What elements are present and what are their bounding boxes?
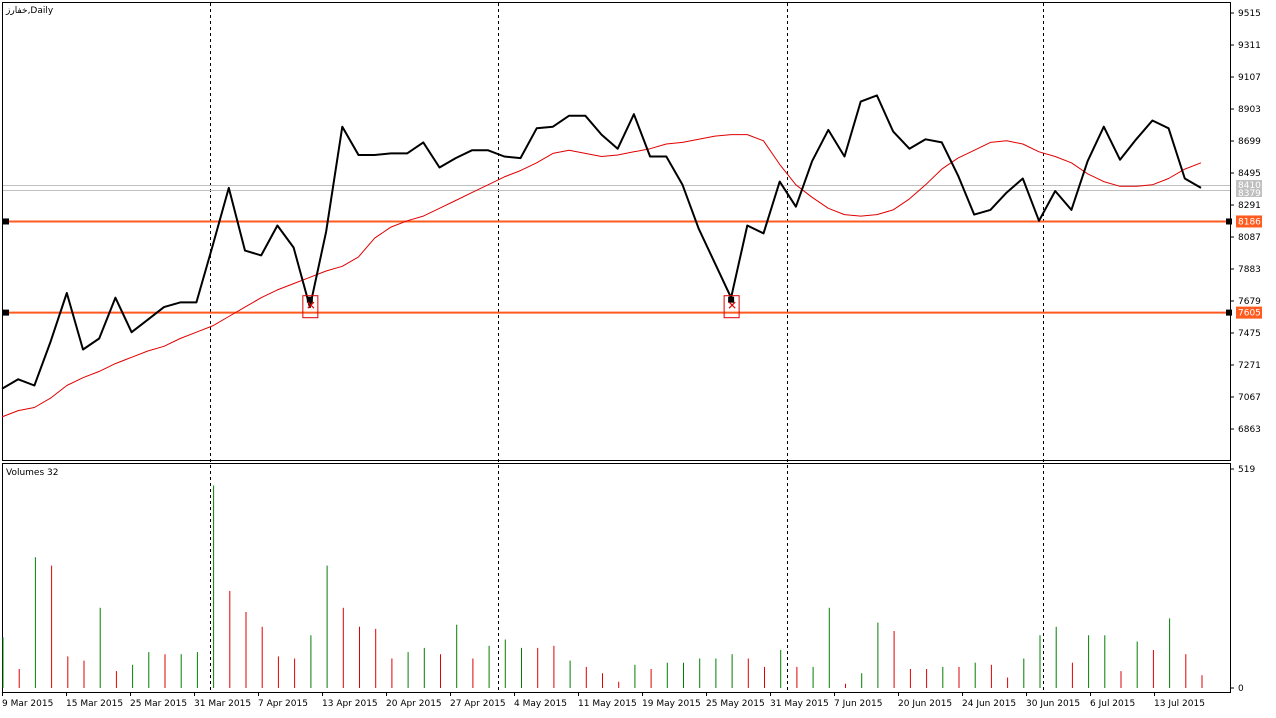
date-tick-label: 6 Jul 2015: [1090, 699, 1135, 709]
price-tick-label: 9515: [1238, 9, 1261, 19]
volumes-label: Volumes 32: [6, 468, 58, 478]
level-handle-left[interactable]: [3, 218, 9, 225]
trade-markers[interactable]: ✕ ✕: [302, 295, 740, 319]
level-price-label: 7605: [1238, 309, 1261, 319]
price-tick-label: 8699: [1238, 137, 1261, 147]
marker-box-1[interactable]: [723, 295, 740, 319]
price-tick-label: 7067: [1238, 393, 1261, 403]
date-tick-label: 19 May 2015: [642, 699, 701, 709]
date-tick-label: 15 Mar 2015: [66, 699, 123, 709]
price-line: [1, 94, 1202, 390]
volume-panel-frame: [2, 463, 1231, 693]
level-price-label: 8186: [1238, 217, 1261, 227]
price-tick-label: 8087: [1238, 233, 1261, 243]
cross-icon-0: ✕: [306, 299, 316, 313]
price-axis: 9515 9311 9107 8903 8699 8495 8291 8087 7883 7679…: [1230, 9, 1261, 435]
date-tick-label: 4 May 2015: [514, 699, 567, 709]
level-price-tag: [1236, 215, 1262, 228]
date-tick-label: 20 Apr 2015: [386, 699, 442, 709]
volume-tick-label: 519: [1238, 465, 1255, 475]
price-tick-label: 8903: [1238, 105, 1261, 115]
current-price-label-2: 8379: [1238, 189, 1261, 199]
marker-handle-1[interactable]: [728, 296, 735, 303]
date-tick-label: 20 Jun 2015: [898, 699, 952, 709]
date-tick-label: 31 Mar 2015: [194, 699, 251, 709]
price-tick-label: 9107: [1238, 73, 1261, 83]
volume-axis: 519 0: [1230, 465, 1255, 694]
level-price-tag: [1236, 306, 1262, 319]
date-tick-label: 27 Apr 2015: [450, 699, 506, 709]
cross-icon-1: ✕: [727, 299, 737, 313]
price-tick-label: 8291: [1238, 201, 1261, 211]
date-tick-label: 24 Jun 2015: [962, 699, 1016, 709]
current-price-tag: [1236, 180, 1262, 197]
date-tick-label: 13 Apr 2015: [322, 699, 378, 709]
date-tick-label: 31 May 2015: [770, 699, 829, 709]
moving-average-line: [1, 134, 1202, 418]
price-tick-label: 7883: [1238, 265, 1261, 275]
volume-bars: [2, 485, 1203, 688]
price-tick-label: 9311: [1238, 41, 1261, 51]
date-tick-label: 11 May 2015: [578, 699, 637, 709]
price-tick-label: 7475: [1238, 329, 1261, 339]
date-tick-label: 13 Jul 2015: [1154, 699, 1205, 709]
date-tick-label: 7 Jun 2015: [834, 699, 882, 709]
date-tick-label: 30 Jun 2015: [1026, 699, 1080, 709]
date-tick-label: 9 Mar 2015: [2, 699, 53, 709]
date-tick-label: 7 Apr 2015: [258, 699, 308, 709]
price-panel-frame: [2, 2, 1231, 461]
marker-box-0[interactable]: [302, 295, 319, 319]
date-tick-label: 25 May 2015: [706, 699, 765, 709]
price-tick-label: 8495: [1238, 169, 1261, 179]
date-tick-label: 25 Mar 2015: [130, 699, 187, 709]
price-tick-label: 6863: [1238, 425, 1261, 435]
horizontal-levels[interactable]: 8186 7605: [3, 215, 1262, 319]
date-axis: 9 Mar 2015 15 Mar 2015 25 Mar 2015 31 Mar 2…: [2, 692, 1205, 709]
current-price-label-1: 8410: [1238, 181, 1261, 191]
level-handle-right[interactable]: [1226, 218, 1232, 225]
symbol-label: خفارز,Daily: [5, 6, 54, 16]
price-series: [1, 94, 1202, 390]
volume-tick-label: 0: [1238, 684, 1244, 694]
price-tick-label: 7271: [1238, 361, 1261, 371]
day-separators: [210, 3, 1044, 692]
level-handle-left[interactable]: [3, 309, 9, 316]
level-handle-right[interactable]: [1226, 309, 1232, 316]
moving-average-series: [1, 134, 1202, 418]
price-tick-label: 7679: [1238, 297, 1261, 307]
marker-handle-0[interactable]: [306, 296, 313, 303]
